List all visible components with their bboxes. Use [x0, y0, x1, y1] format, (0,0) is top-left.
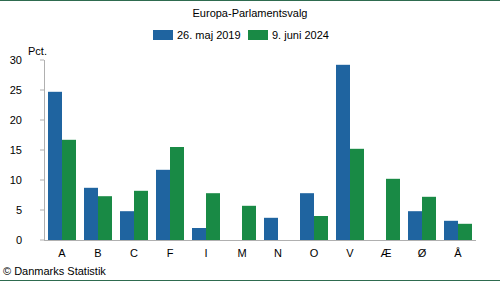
bar: [192, 228, 206, 240]
bar: [264, 218, 278, 240]
x-tick-label: F: [167, 247, 174, 259]
x-tick-label: N: [274, 247, 282, 259]
x-tick-label: Å: [454, 247, 462, 259]
bar: [242, 206, 256, 240]
bar: [156, 170, 170, 240]
x-tick-label: M: [237, 247, 246, 259]
x-tick-label: C: [130, 247, 138, 259]
x-axis: [44, 240, 476, 241]
y-tick-label: 10: [10, 174, 22, 186]
y-tick: [40, 180, 44, 181]
x-tick-label: Ø: [418, 247, 427, 259]
y-tick-label: 25: [10, 84, 22, 96]
source: © Danmarks Statistik: [3, 265, 106, 277]
bar: [84, 188, 98, 240]
x-tick-label: B: [94, 247, 101, 259]
bar: [336, 65, 350, 240]
y-tick: [40, 120, 44, 121]
chart-container: Europa-Parlamentsvalg 26. maj 2019 9. juni…: [0, 0, 500, 282]
legend-label: 9. juni 2024: [272, 29, 329, 41]
y-tick-label: 0: [16, 234, 22, 246]
y-tick: [40, 150, 44, 151]
legend-label: 26. maj 2019: [177, 29, 241, 41]
bar: [120, 211, 134, 240]
x-tick-label: A: [58, 247, 66, 259]
bar: [170, 147, 184, 240]
bar: [386, 179, 400, 240]
y-tick-label: 30: [10, 54, 22, 66]
x-tick-label: O: [310, 247, 319, 259]
y-tick-label: 5: [16, 204, 22, 216]
y-axis-label: Pct.: [28, 45, 47, 57]
bar: [300, 193, 314, 240]
x-tick-label: V: [346, 247, 354, 259]
bars: [48, 65, 472, 240]
bar: [444, 221, 458, 240]
y-tick-label: 15: [10, 144, 22, 156]
y-tick: [40, 240, 44, 241]
bar: [408, 211, 422, 240]
bar: [206, 193, 220, 240]
frame-bottom: [0, 280, 500, 281]
x-tick-label: I: [204, 247, 207, 259]
legend: 26. maj 2019 9. juni 2024: [153, 29, 329, 41]
y-tick: [40, 60, 44, 61]
frame-top: [0, 0, 500, 1]
bar: [98, 196, 112, 240]
bar: [48, 92, 62, 240]
legend-swatch: [153, 30, 173, 40]
legend-swatch: [248, 30, 268, 40]
bar: [422, 197, 436, 240]
y-tick-label: 20: [10, 114, 22, 126]
bar: [458, 224, 472, 240]
bar: [350, 149, 364, 240]
bar: [62, 140, 76, 240]
y-axis: [44, 60, 45, 240]
chart-svg: Europa-Parlamentsvalg 26. maj 2019 9. juni…: [0, 0, 500, 282]
bar: [314, 216, 328, 240]
x-tick-label: Æ: [381, 247, 392, 259]
title: Europa-Parlamentsvalg: [193, 7, 308, 19]
bar: [134, 191, 148, 240]
y-tick: [40, 90, 44, 91]
y-tick: [40, 210, 44, 211]
